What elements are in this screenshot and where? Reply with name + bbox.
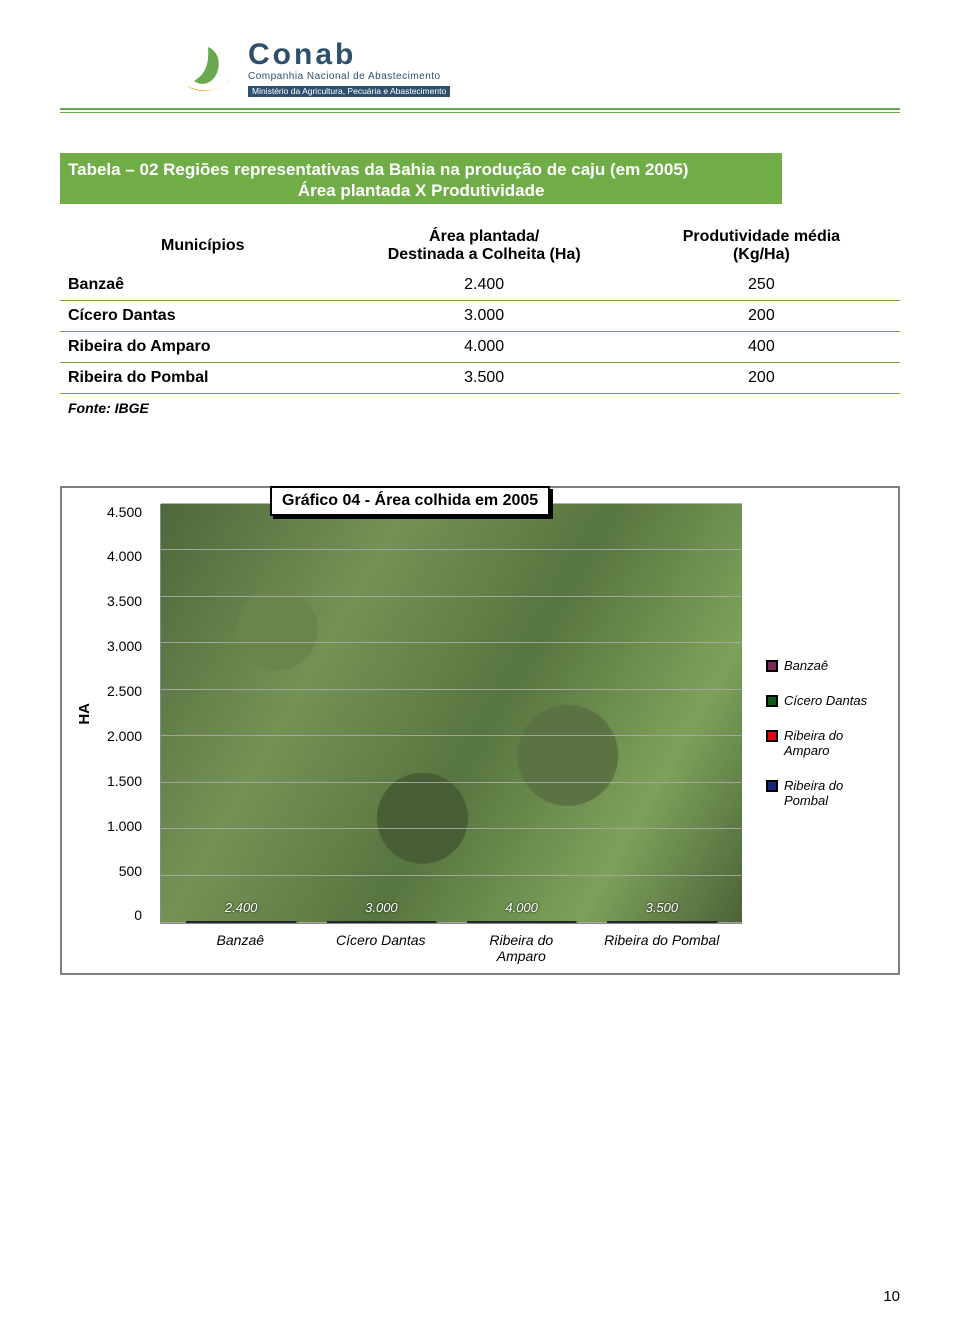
y-tick: 4.000 xyxy=(107,548,142,564)
chart-title: Gráfico 04 - Área colhida em 2005 xyxy=(270,486,550,516)
legend-item: Banzaê xyxy=(766,659,886,674)
x-axis-labels: BanzaêCícero DantasRibeira doAmparoRibei… xyxy=(160,924,742,966)
table-row: Cícero Dantas3.000200 xyxy=(60,300,900,331)
bar-slot: 3.500 xyxy=(592,921,732,923)
y-tick: 0 xyxy=(134,907,142,923)
cell-prod: 250 xyxy=(623,270,900,301)
chart-legend: Banzaê Cícero Dantas Ribeira doAmparo Ribei… xyxy=(756,659,886,809)
chart-bar: 4.000 xyxy=(467,921,576,923)
brand-name: Conab xyxy=(248,40,450,70)
legend-item: Ribeira doPombal xyxy=(766,779,886,809)
y-tick: 2.000 xyxy=(107,728,142,744)
y-tick: 4.500 xyxy=(107,504,142,520)
legend-label: Banzaê xyxy=(784,659,828,674)
cell-prod: 200 xyxy=(623,300,900,331)
brand-header: Conab Companhia Nacional de Abasteciment… xyxy=(180,40,900,104)
y-tick: 2.500 xyxy=(107,683,142,699)
table-row: Banzaê2.400250 xyxy=(60,270,900,301)
page-number: 10 xyxy=(883,1288,900,1305)
y-axis-label: HA xyxy=(74,703,93,725)
table-row: Ribeira do Pombal3.500200 xyxy=(60,362,900,393)
x-tick-label: Ribeira doAmparo xyxy=(451,932,591,966)
x-tick-label: Banzaê xyxy=(170,932,310,966)
legend-swatch xyxy=(766,730,778,742)
bar-value-label: 2.400 xyxy=(225,900,258,915)
y-tick: 3.000 xyxy=(107,638,142,654)
title-line-2: Área plantada X Produtividade xyxy=(68,180,774,201)
brand-text: Conab Companhia Nacional de Abasteciment… xyxy=(248,40,450,98)
bar-value-label: 3.000 xyxy=(365,900,398,915)
chart-bar: 2.400 xyxy=(186,921,295,923)
chart-plot: 2.400 3.000 4.000 3.500 xyxy=(160,504,742,924)
y-tick: 1.500 xyxy=(107,773,142,789)
col-header-area: Área plantada/ Destinada a Colheita (Ha) xyxy=(346,222,623,270)
y-tick: 3.500 xyxy=(107,593,142,609)
bar-slot: 3.000 xyxy=(311,921,451,923)
cell-prod: 400 xyxy=(623,331,900,362)
data-table: Municípios Área plantada/ Destinada a Co… xyxy=(60,222,900,394)
legend-item: Ribeira doAmparo xyxy=(766,729,886,759)
cell-area: 3.500 xyxy=(346,362,623,393)
bar-value-label: 3.500 xyxy=(646,900,679,915)
brand-logo-icon xyxy=(180,41,236,97)
chart-bar: 3.000 xyxy=(327,921,436,923)
title-line-1: Tabela – 02 Regiões representativas da B… xyxy=(68,159,774,180)
table-title-banner: Tabela – 02 Regiões representativas da B… xyxy=(60,153,782,204)
cell-area: 3.000 xyxy=(346,300,623,331)
legend-swatch xyxy=(766,780,778,792)
cell-area: 4.000 xyxy=(346,331,623,362)
bar-slot: 2.400 xyxy=(171,921,311,923)
chart-bar: 3.500 xyxy=(607,921,716,923)
cell-municipio: Ribeira do Pombal xyxy=(60,362,346,393)
cell-prod: 200 xyxy=(623,362,900,393)
col-header-municipios: Municípios xyxy=(60,222,346,270)
x-tick-label: Ribeira do Pombal xyxy=(592,932,732,966)
bar-value-label: 4.000 xyxy=(505,900,538,915)
cell-area: 2.400 xyxy=(346,270,623,301)
chart-frame: HA 4.500 4.000 3.500 3.000 2.500 2.000 1.500 1.… xyxy=(60,486,900,976)
legend-label: Cícero Dantas xyxy=(784,694,867,709)
cell-municipio: Banzaê xyxy=(60,270,346,301)
legend-label: Ribeira doAmparo xyxy=(784,729,843,759)
x-tick-label: Cícero Dantas xyxy=(311,932,451,966)
table-row: Ribeira do Amparo4.000400 xyxy=(60,331,900,362)
bar-slot: 4.000 xyxy=(452,921,592,923)
table-source: Fonte: IBGE xyxy=(60,400,900,416)
cell-municipio: Cícero Dantas xyxy=(60,300,346,331)
y-tick: 1.000 xyxy=(107,818,142,834)
legend-swatch xyxy=(766,660,778,672)
chart-bars: 2.400 3.000 4.000 3.500 xyxy=(161,504,742,923)
legend-label: Ribeira doPombal xyxy=(784,779,843,809)
legend-swatch xyxy=(766,695,778,707)
brand-subtitle-2: Ministério da Agricultura, Pecuária e Ab… xyxy=(248,86,450,97)
brand-subtitle-1: Companhia Nacional de Abastecimento xyxy=(248,72,450,82)
y-tick: 500 xyxy=(119,863,142,879)
y-axis-ticks: 4.500 4.000 3.500 3.000 2.500 2.000 1.500 1.000… xyxy=(107,504,146,924)
legend-item: Cícero Dantas xyxy=(766,694,886,709)
header-divider xyxy=(60,108,900,113)
col-header-prod: Produtividade média (Kg/Ha) xyxy=(623,222,900,270)
cell-municipio: Ribeira do Amparo xyxy=(60,331,346,362)
